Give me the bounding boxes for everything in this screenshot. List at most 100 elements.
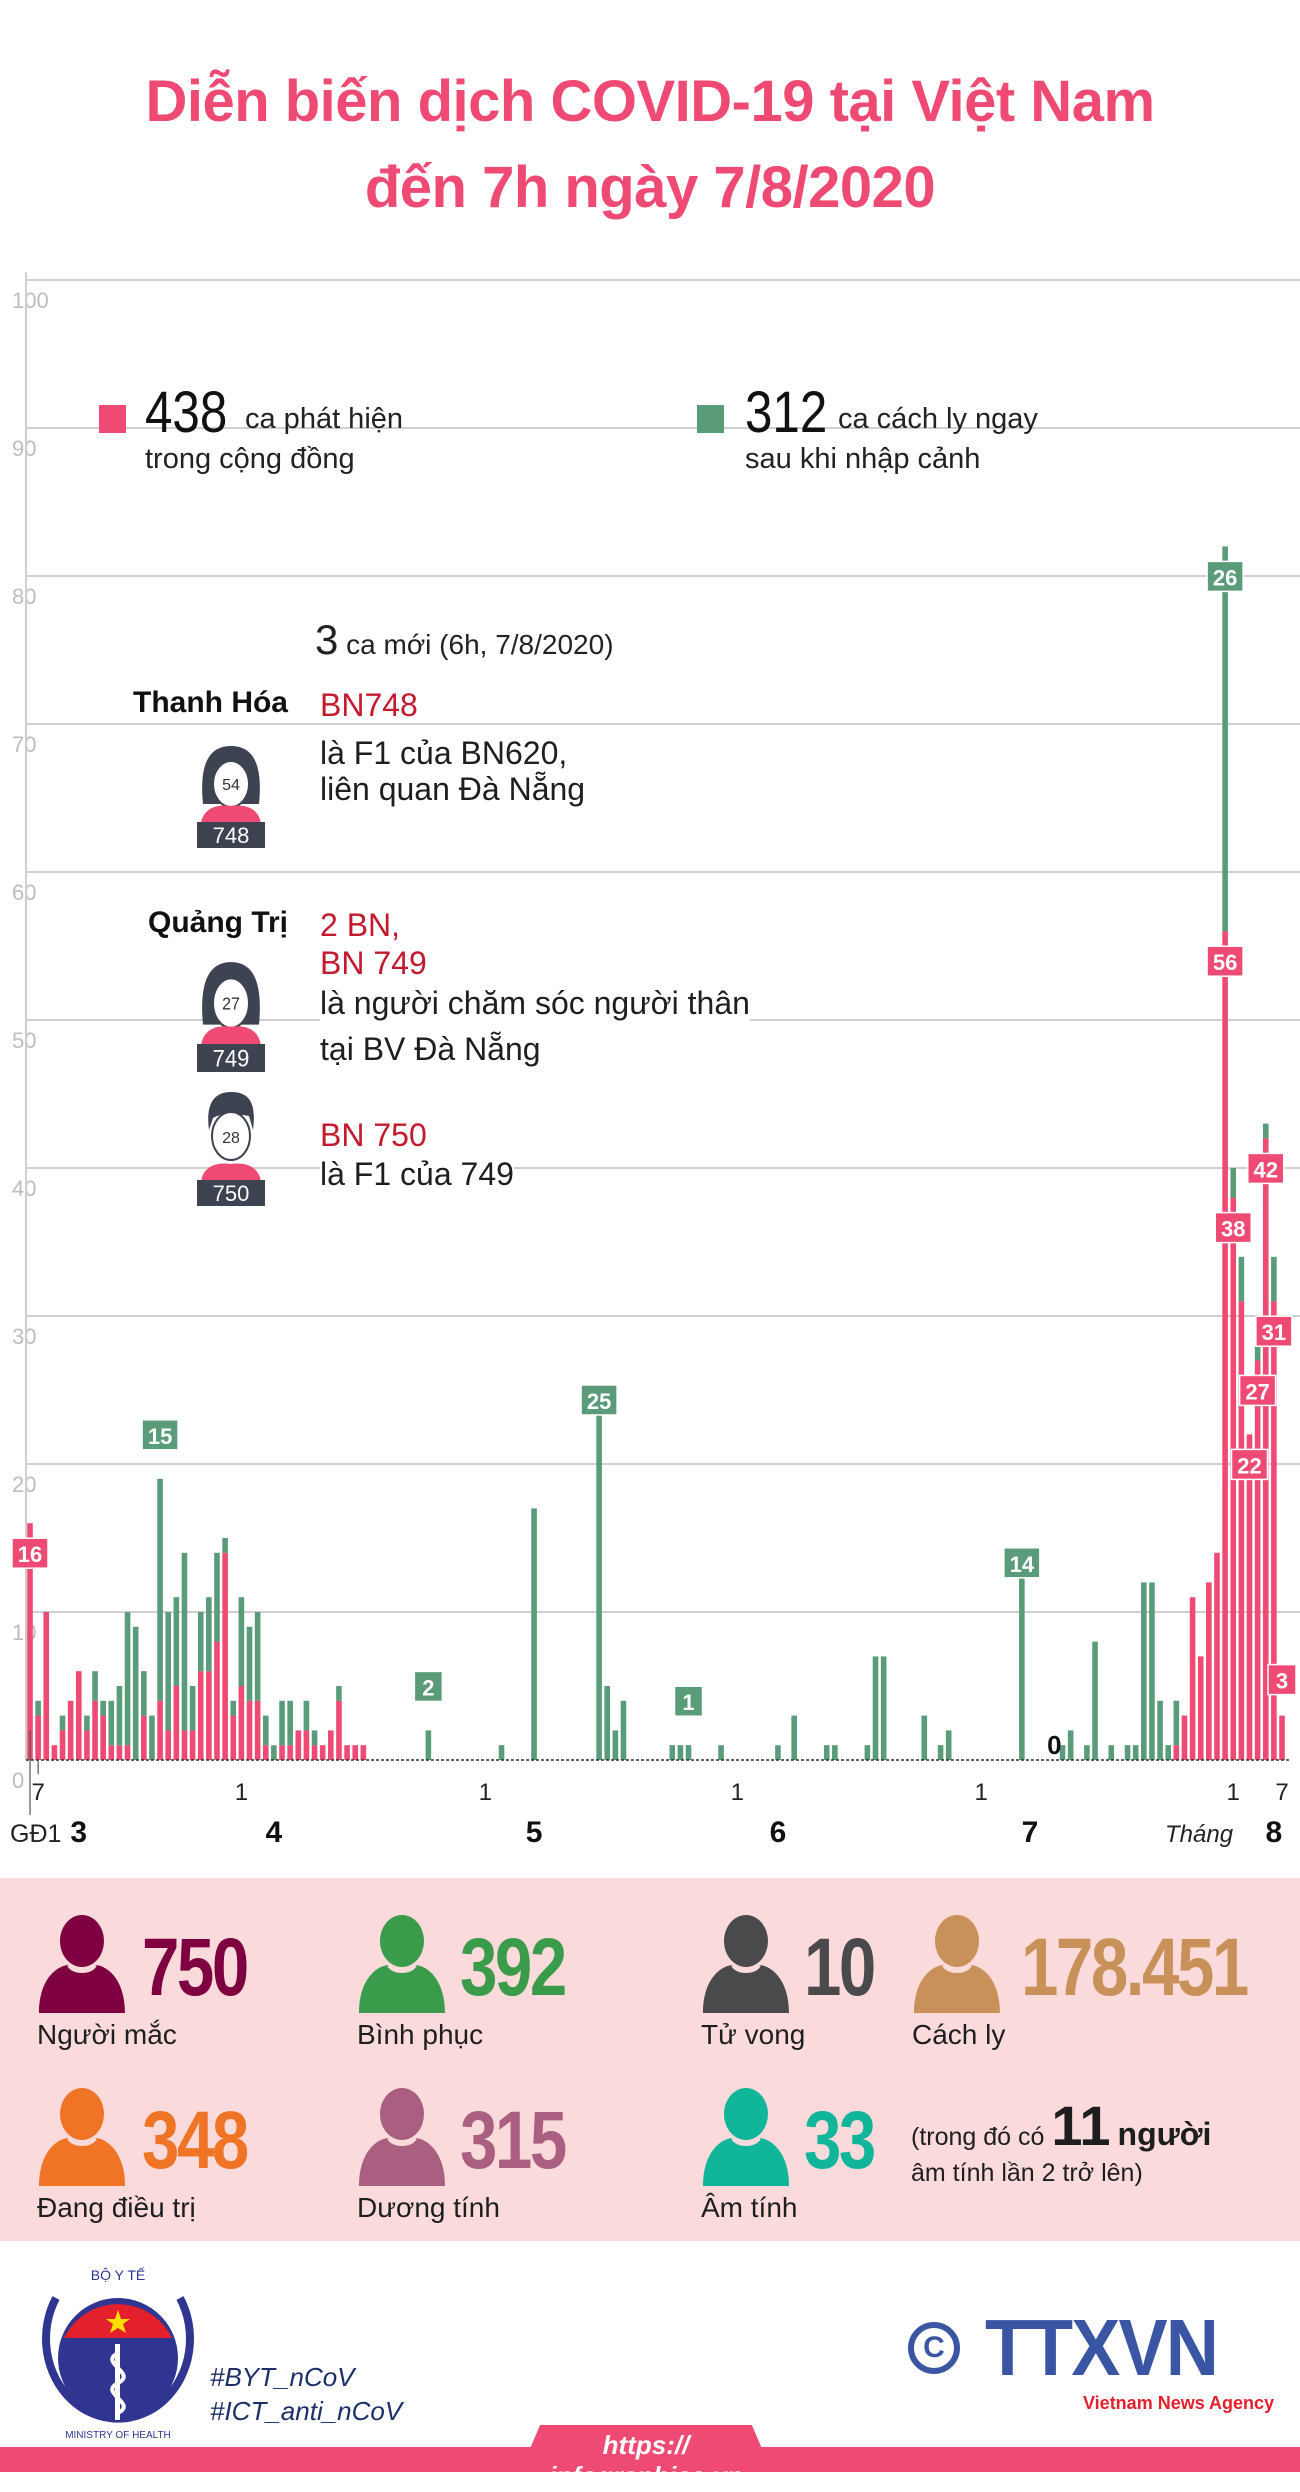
annotation-label: 27 — [1245, 1379, 1269, 1404]
province-quang-tri: Quảng Trị — [147, 906, 288, 939]
bar-imported — [238, 1597, 245, 1686]
bar-imported — [124, 1612, 131, 1746]
annotation-label: 56 — [1213, 950, 1237, 975]
bar-imported — [214, 1552, 220, 1642]
x-tick-label: 1 — [1227, 1779, 1240, 1806]
bar-imported — [197, 1612, 204, 1672]
bar-imported — [246, 1626, 253, 1701]
bar-community — [157, 1700, 163, 1760]
bar-imported — [612, 1730, 619, 1760]
annotation-box — [1230, 1448, 1269, 1481]
bar-imported — [937, 1745, 944, 1760]
bar-community — [116, 1745, 123, 1760]
month-label: 8 — [1266, 1816, 1283, 1849]
y-tick-label: 60 — [12, 880, 36, 905]
annotation-label: 26 — [1213, 565, 1237, 590]
bar-community — [100, 1715, 106, 1760]
agency-subtitle: Vietnam News Agency — [1083, 2393, 1275, 2413]
bar-imported — [945, 1730, 952, 1760]
stat-value: 315 — [460, 2095, 567, 2186]
bar-imported — [303, 1700, 310, 1731]
stat-label: Cách ly — [912, 2019, 1006, 2050]
bar-community — [279, 1745, 285, 1760]
bar-community — [75, 1671, 82, 1760]
bar-imported — [84, 1715, 90, 1731]
y-tick-label: 80 — [12, 584, 36, 609]
bar-community — [197, 1671, 204, 1760]
patient-age: 27 — [222, 994, 240, 1014]
ttxvn-logo: TTXVN — [985, 2303, 1219, 2392]
annotation-label: 22 — [1237, 1453, 1261, 1478]
bar-imported — [100, 1700, 106, 1716]
bar-community — [173, 1686, 180, 1760]
bar-imported — [832, 1745, 838, 1760]
new-cases-count: 3 — [315, 616, 339, 663]
month-label: 4 — [266, 1816, 283, 1849]
bar-community — [141, 1715, 147, 1760]
note-post: người — [1117, 2116, 1212, 2152]
person-icon — [703, 2088, 789, 2186]
annotation-zero: 0 — [1047, 1730, 1061, 1760]
y-tick-label: 70 — [12, 732, 36, 757]
bar-imported — [311, 1730, 318, 1746]
bar-imported — [620, 1700, 627, 1760]
bar-imported — [173, 1597, 180, 1686]
annotation-box — [1214, 1211, 1252, 1244]
bar-community — [206, 1671, 212, 1760]
patient-number: 748 — [213, 823, 250, 848]
website-link[interactable]: https:// infographics.vn — [549, 2430, 743, 2491]
bar-imported — [1165, 1745, 1171, 1760]
bar-imported — [872, 1656, 879, 1760]
patient-748-desc-2: liên quan Đà Nẵng — [320, 771, 586, 807]
stat-label: Bình phục — [357, 2019, 484, 2050]
bar-imported — [1084, 1745, 1090, 1760]
new-cases-text: ca mới (6h, 7/8/2020) — [346, 629, 614, 660]
annotation-box — [1247, 1152, 1285, 1185]
bar-community — [59, 1730, 66, 1760]
annotation-box — [1206, 560, 1244, 593]
bar-community — [1246, 1434, 1253, 1760]
bar-imported — [116, 1686, 123, 1746]
person-icon — [359, 2088, 445, 2186]
y-tick-label: 100 — [12, 288, 49, 313]
legend-imported-swatch — [697, 405, 724, 433]
bar-imported — [1067, 1730, 1074, 1760]
bar-imported — [1019, 1552, 1025, 1760]
x-tick-label: 1 — [975, 1779, 988, 1806]
bar-community — [165, 1730, 172, 1760]
bar-imported — [425, 1730, 432, 1760]
phase-label: GĐ1 — [10, 1820, 61, 1848]
x-tick-label: 7 — [1275, 1779, 1288, 1806]
bar-imported — [132, 1626, 139, 1760]
annotation-label: 1 — [682, 1690, 694, 1715]
bar-imported — [59, 1715, 66, 1731]
avatar-patient-750: 28 750 — [197, 1092, 265, 1206]
bar-community — [1214, 1552, 1220, 1760]
bar-community — [328, 1730, 334, 1760]
bar-community — [67, 1700, 74, 1760]
bar-imported — [206, 1597, 212, 1672]
annotation-box — [141, 1419, 179, 1451]
annotation-label: 16 — [18, 1542, 42, 1567]
logo-text-top: BỘ Y TẾ — [91, 2267, 145, 2283]
y-tick-label: 0 — [12, 1768, 24, 1793]
logo-text-bottom: MINISTRY OF HEALTH — [65, 2430, 171, 2440]
bar-imported — [141, 1671, 147, 1716]
bar-imported — [823, 1745, 830, 1760]
y-tick-label: 40 — [12, 1176, 36, 1201]
person-icon — [703, 1915, 789, 2013]
stat-value: 178.451 — [1021, 1922, 1249, 2013]
annotation-box — [1255, 1315, 1293, 1347]
stat-value: 348 — [142, 2095, 249, 2186]
legend-community-swatch — [99, 405, 126, 433]
patient-age: 28 — [222, 1130, 240, 1147]
bar-community — [92, 1700, 98, 1760]
hashtag-ict: #ICT_anti_nCoV — [210, 2396, 403, 2426]
bar-imported — [271, 1745, 277, 1760]
new-cases-heading: 3 ca mới (6h, 7/8/2020) — [315, 616, 614, 664]
patient-750-desc-1: là F1 của 749 — [320, 1155, 514, 1193]
y-tick-label: 30 — [12, 1324, 36, 1349]
person-icon — [359, 1915, 445, 2013]
person-icon — [39, 2088, 125, 2186]
bar-community — [181, 1730, 188, 1760]
